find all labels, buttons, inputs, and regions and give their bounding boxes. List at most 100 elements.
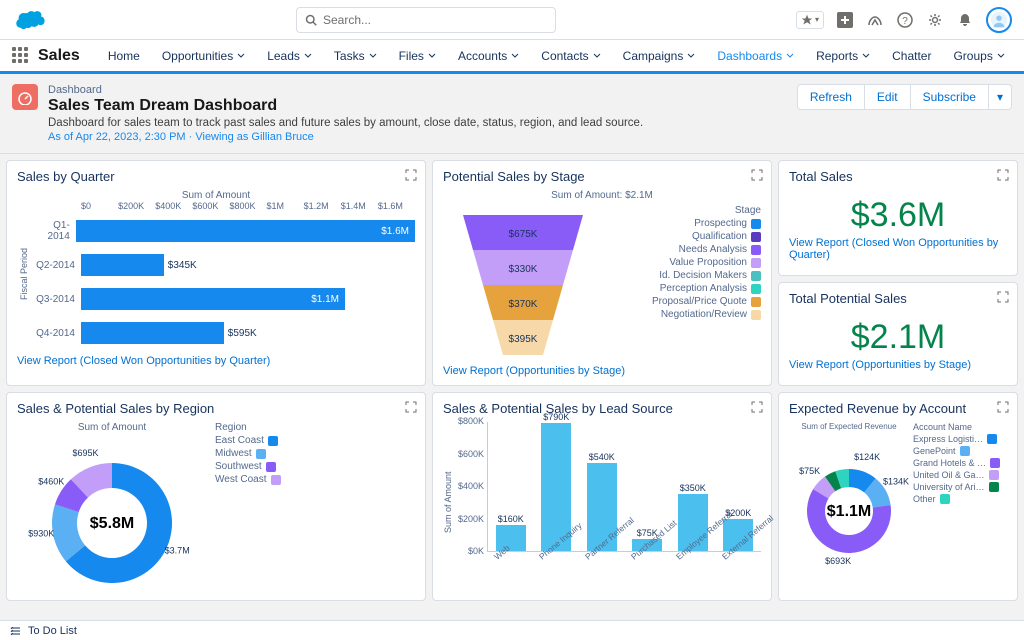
card-by-region: Sales & Potential Sales by Region Sum of… (6, 392, 426, 601)
subscribe-button[interactable]: Subscribe (911, 84, 989, 110)
nav-tab-files[interactable]: Files (389, 40, 446, 74)
nav-tab-opportunities[interactable]: Opportunities (152, 40, 255, 74)
card-title: Potential Sales by Stage (443, 169, 761, 184)
salesforce-logo[interactable] (12, 8, 48, 32)
legend-item: Needs Analysis (603, 244, 761, 255)
view-report-link[interactable]: View Report (Closed Won Opportunities by… (789, 237, 1007, 261)
chart-subtitle: Sum of Amount (17, 422, 207, 433)
legend-item: Negotiation/Review (603, 309, 761, 320)
nav-tab-chatter[interactable]: Chatter (882, 40, 941, 74)
legend-item: Id. Decision Makers (603, 270, 761, 281)
view-report-link[interactable]: View Report (Opportunities by Stage) (443, 365, 761, 377)
donut-chart: $3.7M$930K$460K$695K$5.8M (17, 433, 207, 593)
donut-chart: $124K $134K $693K $75K $1.1M (789, 431, 909, 571)
legend-item: GenePoint (913, 446, 1000, 456)
axis-title: Sum of Amount (17, 190, 415, 201)
expand-icon[interactable] (997, 169, 1009, 181)
svg-text:$124K: $124K (854, 452, 880, 462)
notifications-icon[interactable] (956, 11, 974, 29)
app-name: Sales (38, 47, 80, 65)
help-icon[interactable]: ? (896, 11, 914, 29)
global-header: Search... ▾ ? (0, 0, 1024, 40)
edit-button[interactable]: Edit (865, 84, 911, 110)
legend-title: Account Name (913, 422, 1000, 432)
view-report-link[interactable]: View Report (Opportunities by Stage) (789, 359, 1007, 371)
svg-text:?: ? (902, 16, 908, 27)
svg-text:$460K: $460K (38, 477, 64, 487)
legend-item: Qualification (603, 231, 761, 242)
nav-tab-reports[interactable]: Reports (806, 40, 880, 74)
card-by-lead-source: Sales & Potential Sales by Lead Source S… (432, 392, 772, 601)
page-title: Sales Team Dream Dashboard (48, 96, 797, 115)
dashboard-icon (12, 84, 38, 110)
nav-tab-tasks[interactable]: Tasks (324, 40, 387, 74)
svg-text:$1.1M: $1.1M (827, 503, 871, 520)
legend-item: Southwest (215, 461, 281, 472)
svg-text:$370K: $370K (509, 299, 538, 310)
nav-tab-more[interactable]: More (1017, 40, 1024, 74)
legend-item: Prospecting (603, 218, 761, 229)
funnel-chart: $675K$330K$370K$395K (443, 205, 603, 365)
expand-icon[interactable] (405, 401, 417, 413)
svg-text:$75K: $75K (799, 466, 820, 476)
more-actions-button[interactable]: ▾ (989, 84, 1012, 110)
todo-list-button[interactable]: To Do List (28, 625, 77, 637)
expand-icon[interactable] (997, 401, 1009, 413)
chart-subtitle: Sum of Amount: $2.1M (443, 190, 761, 201)
legend-item: Proposal/Price Quote (603, 296, 761, 307)
legend-item: East Coast (215, 435, 281, 446)
dashboard-grid: Sales by Quarter Sum of Amount Fiscal Pe… (0, 154, 1024, 612)
card-total-potential: Total Potential Sales $2.1M View Report … (778, 282, 1018, 386)
utility-bar: To Do List (0, 620, 1024, 640)
nav-tab-home[interactable]: Home (98, 40, 150, 74)
add-icon[interactable] (836, 11, 854, 29)
record-type-label: Dashboard (48, 84, 797, 96)
bar-row: Q2-2014$345K (31, 251, 415, 279)
favorites-button[interactable]: ▾ (796, 11, 824, 29)
expand-icon[interactable] (751, 401, 763, 413)
card-total-sales: Total Sales $3.6M View Report (Closed Wo… (778, 160, 1018, 276)
svg-text:$693K: $693K (825, 556, 851, 566)
legend-item: Midwest (215, 448, 281, 459)
card-potential-by-stage: Potential Sales by Stage Sum of Amount: … (432, 160, 772, 386)
trailhead-icon[interactable] (866, 11, 884, 29)
setup-icon[interactable] (926, 11, 944, 29)
expand-icon[interactable] (405, 169, 417, 181)
nav-tab-accounts[interactable]: Accounts (448, 40, 529, 74)
bar-row: Q1-2014$1.6M (31, 217, 415, 245)
metric-value: $2.1M (789, 312, 1007, 359)
nav-tab-dashboards[interactable]: Dashboards (707, 40, 804, 74)
search-placeholder: Search... (323, 13, 371, 27)
svg-text:$395K: $395K (509, 334, 538, 345)
card-by-account: Expected Revenue by Account Sum of Expec… (778, 392, 1018, 601)
view-report-link[interactable]: View Report (Closed Won Opportunities by… (17, 355, 415, 367)
svg-text:$930K: $930K (28, 529, 54, 539)
card-title: Total Potential Sales (789, 291, 1007, 306)
global-search[interactable]: Search... (296, 7, 556, 33)
card-sales-by-quarter: Sales by Quarter Sum of Amount Fiscal Pe… (6, 160, 426, 386)
expand-icon[interactable] (751, 169, 763, 181)
todo-icon (10, 625, 22, 637)
page-meta: As of Apr 22, 2023, 2:30 PM · Viewing as… (48, 131, 797, 143)
card-title: Sales & Potential Sales by Lead Source (443, 401, 761, 416)
legend-title: Region (215, 422, 281, 433)
user-avatar[interactable] (986, 7, 1012, 33)
nav-tab-leads[interactable]: Leads (257, 40, 322, 74)
bar-row: Q3-2014$1.1M (31, 285, 415, 313)
app-launcher-icon[interactable] (12, 47, 28, 65)
nav-tab-campaigns[interactable]: Campaigns (613, 40, 706, 74)
svg-text:$134K: $134K (883, 477, 909, 487)
expand-icon[interactable] (997, 291, 1009, 303)
svg-text:$695K: $695K (72, 448, 98, 458)
svg-text:$675K: $675K (509, 229, 538, 240)
refresh-button[interactable]: Refresh (797, 84, 865, 110)
page-description: Dashboard for sales team to track past s… (48, 117, 797, 129)
legend-item: University of Ari… (913, 482, 1000, 492)
y-axis-label: Sum of Amount (443, 422, 453, 582)
y-axis-label: Fiscal Period (17, 201, 31, 347)
legend-item: United Oil & Ga… (913, 470, 1000, 480)
nav-tab-contacts[interactable]: Contacts (531, 40, 610, 74)
card-title: Total Sales (789, 169, 1007, 184)
legend-item: Value Proposition (603, 257, 761, 268)
nav-tab-groups[interactable]: Groups (943, 40, 1014, 74)
